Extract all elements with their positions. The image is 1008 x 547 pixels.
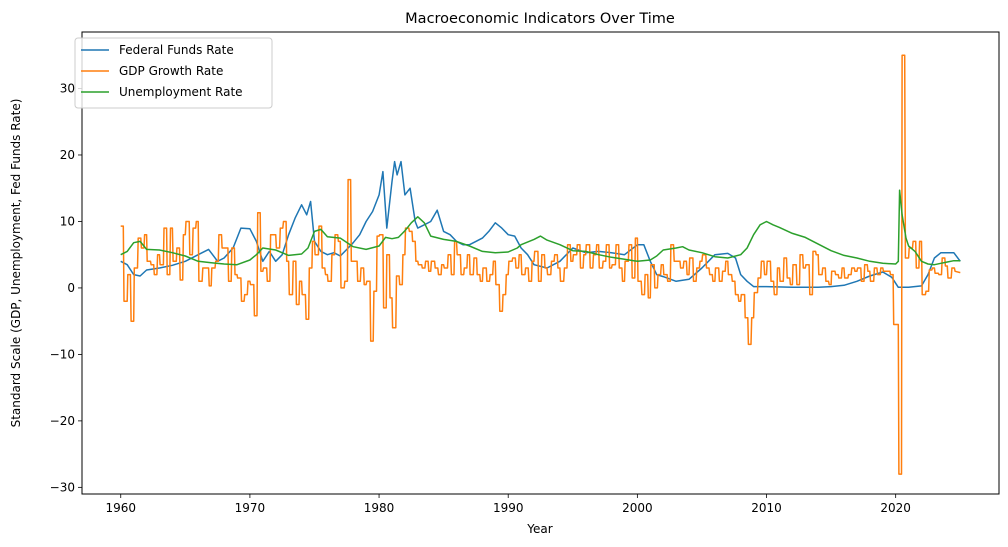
- x-axis: 1960 1970 1980 1990 2000 2010 2020: [105, 494, 911, 515]
- series-line-federal-funds-rate: [120, 160, 961, 289]
- y-tick-label: 0: [67, 281, 75, 295]
- x-axis-label: Year: [526, 522, 552, 536]
- y-axis-label: Standard Scale (GDP, Unemployment, Fed F…: [9, 99, 23, 428]
- y-axis: −30 −20 −10 0 10 20 30: [50, 82, 82, 494]
- x-tick-label: 2010: [751, 501, 782, 515]
- y-tick-label: 10: [60, 214, 75, 228]
- legend-label-gdp-growth-rate: GDP Growth Rate: [119, 64, 223, 78]
- y-tick-label: 20: [60, 148, 75, 162]
- y-tick-label: −30: [50, 480, 75, 494]
- legend-label-federal-funds-rate: Federal Funds Rate: [119, 43, 234, 57]
- y-tick-label: −20: [50, 414, 75, 428]
- x-tick-label: 1970: [235, 501, 266, 515]
- y-tick-label: 30: [60, 82, 75, 96]
- series-line-unemployment-rate: [120, 189, 961, 266]
- x-tick-label: 1990: [493, 501, 524, 515]
- legend-label-unemployment-rate: Unemployment Rate: [119, 85, 243, 99]
- legend-box: [74, 37, 273, 109]
- x-tick-label: 2000: [622, 501, 653, 515]
- x-tick-label: 1960: [105, 501, 136, 515]
- x-tick-label: 1980: [364, 501, 395, 515]
- y-tick-label: −10: [50, 347, 75, 361]
- axes-frame: [81, 31, 1000, 495]
- series-layer: [120, 54, 961, 475]
- chart-title: Macroeconomic Indicators Over Time: [405, 11, 675, 27]
- plot-area: [81, 31, 1000, 495]
- legend: Federal Funds Rate GDP Growth Rate Unemplo…: [74, 37, 273, 109]
- series-line-gdp-growth-rate: [120, 54, 961, 475]
- x-tick-label: 2020: [880, 501, 911, 515]
